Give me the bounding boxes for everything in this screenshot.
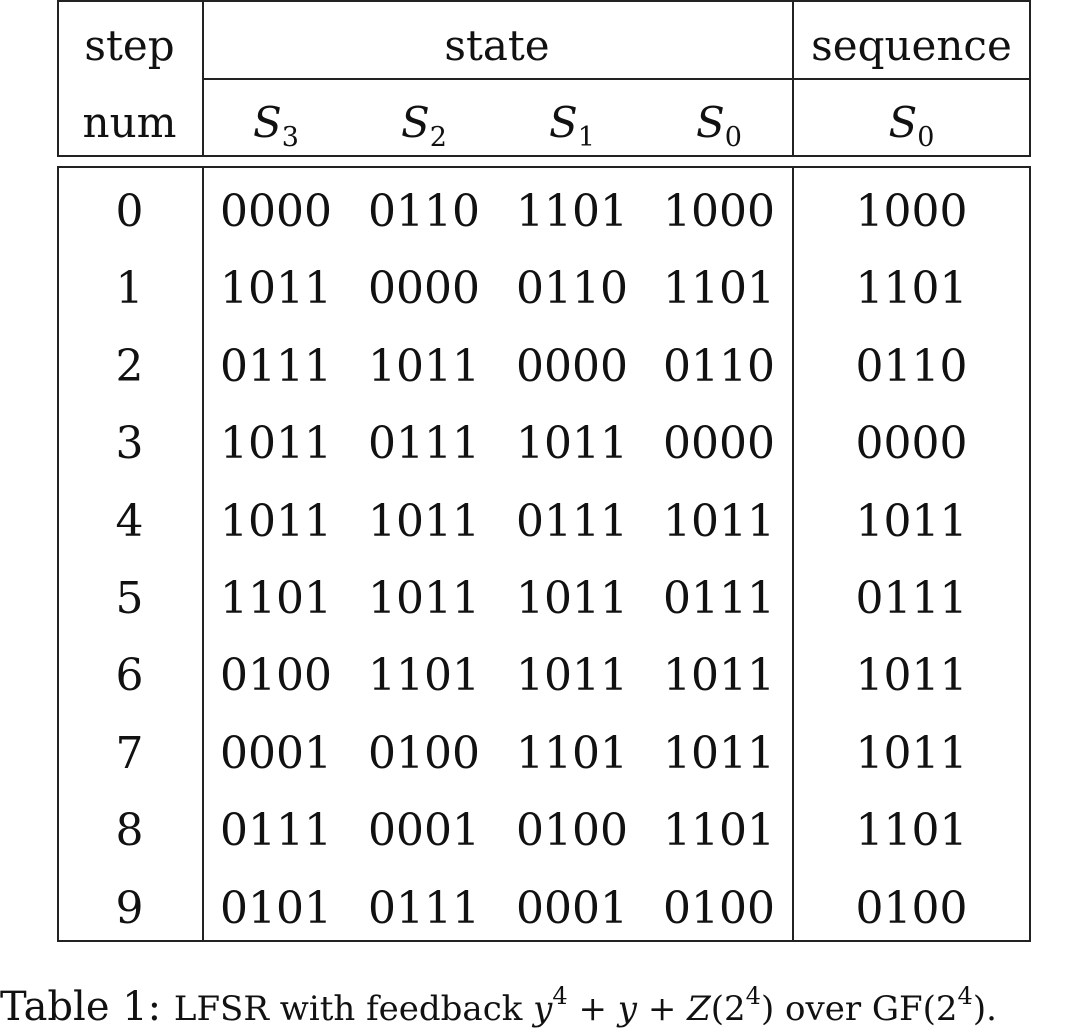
script-s-symbol: S <box>696 98 725 147</box>
header-state: state <box>444 21 550 70</box>
cell-sequence: 0110 <box>855 340 968 392</box>
table-caption: Table 1: LFSR with feedback y4 + y + Z(2… <box>0 982 1086 1030</box>
cell-s3: 1011 <box>220 263 332 315</box>
cell-sequence: 1011 <box>855 495 968 547</box>
cell-s0: 1011 <box>663 727 775 779</box>
cell-step: 5 <box>115 573 144 624</box>
cell-step: 3 <box>115 418 144 470</box>
script-s-symbol: S <box>549 98 578 147</box>
cell-step: 2 <box>115 340 144 392</box>
cell-s3: 0111 <box>220 805 332 857</box>
cell-s2: 1011 <box>368 495 480 547</box>
cell-s1: 1101 <box>516 727 628 779</box>
header-sequence: sequence <box>811 21 1012 70</box>
cell-s3: 0000 <box>220 186 332 237</box>
cell-sequence: 0111 <box>855 573 968 624</box>
cell-sequence: 0100 <box>855 882 968 934</box>
cell-s3: 1011 <box>220 418 332 470</box>
header-s3: S3 <box>202 102 350 153</box>
cell-s2: 1011 <box>368 573 480 624</box>
script-s-symbol: S <box>888 98 918 147</box>
cell-s3: 0001 <box>220 727 332 779</box>
cell-s3: 0111 <box>220 340 332 392</box>
cell-s1: 1011 <box>516 573 628 624</box>
header-s1: S1 <box>498 102 646 153</box>
cell-s3: 1011 <box>220 495 332 547</box>
cell-s2: 0111 <box>368 882 480 934</box>
cell-s1: 1011 <box>516 650 628 702</box>
subscript: 0 <box>724 122 742 153</box>
cell-step: 9 <box>115 882 144 934</box>
cell-sequence: 0000 <box>855 418 968 470</box>
subscript: 3 <box>281 122 299 153</box>
header-num: num <box>82 98 177 147</box>
subscript: 0 <box>917 122 935 153</box>
subscript: 1 <box>577 122 595 153</box>
cell-s1: 0001 <box>516 882 628 934</box>
header-subrule <box>202 78 1031 80</box>
cell-s0: 0110 <box>663 340 775 392</box>
cell-s1: 0111 <box>516 495 628 547</box>
cell-step: 4 <box>115 495 144 547</box>
subscript: 2 <box>429 122 447 153</box>
caption-text: LFSR with feedback y4 + y + Z(24) over G… <box>173 982 997 1029</box>
cell-s0: 1011 <box>663 495 775 547</box>
script-s-symbol: S <box>401 98 430 147</box>
cell-s1: 1101 <box>516 186 628 237</box>
cell-s3: 0101 <box>220 882 332 934</box>
cell-s1: 1011 <box>516 418 628 470</box>
cell-s3: 0100 <box>220 650 332 702</box>
cell-sequence: 1101 <box>855 263 968 315</box>
cell-s2: 0111 <box>368 418 480 470</box>
cell-s2: 0001 <box>368 805 480 857</box>
cell-s3: 1101 <box>220 573 332 624</box>
script-s-symbol: S <box>253 98 282 147</box>
cell-s1: 0000 <box>516 340 628 392</box>
caption-label: Table 1: <box>0 984 162 1030</box>
cell-sequence: 1101 <box>855 805 968 857</box>
header-step: step <box>84 21 175 70</box>
header-s2: S2 <box>350 102 498 153</box>
cell-s1: 0110 <box>516 263 628 315</box>
cell-s1: 0100 <box>516 805 628 857</box>
cell-step: 6 <box>115 650 144 702</box>
cell-s2: 0000 <box>368 263 480 315</box>
cell-sequence: 1011 <box>855 650 968 702</box>
cell-sequence: 1000 <box>855 186 968 237</box>
cell-s2: 0100 <box>368 727 480 779</box>
cell-sequence: 1011 <box>855 727 968 779</box>
body-divider-sequence <box>792 166 794 942</box>
cell-step: 0 <box>115 186 144 237</box>
table-body <box>57 166 1031 942</box>
body-divider-step <box>202 166 204 942</box>
cell-step: 8 <box>115 805 144 857</box>
cell-step: 7 <box>115 727 144 779</box>
cell-s0: 1101 <box>663 263 775 315</box>
cell-s2: 1101 <box>368 650 480 702</box>
cell-s0: 0000 <box>663 418 775 470</box>
header-s0: S0 <box>646 102 792 153</box>
cell-s0: 0111 <box>663 573 775 624</box>
cell-s2: 1011 <box>368 340 480 392</box>
cell-s2: 0110 <box>368 186 480 237</box>
cell-s0: 1000 <box>663 186 775 237</box>
cell-s0: 1011 <box>663 650 775 702</box>
cell-s0: 0100 <box>663 882 775 934</box>
cell-s0: 1101 <box>663 805 775 857</box>
cell-step: 1 <box>115 263 144 315</box>
header-sequence-s0: S0 <box>792 102 1031 153</box>
